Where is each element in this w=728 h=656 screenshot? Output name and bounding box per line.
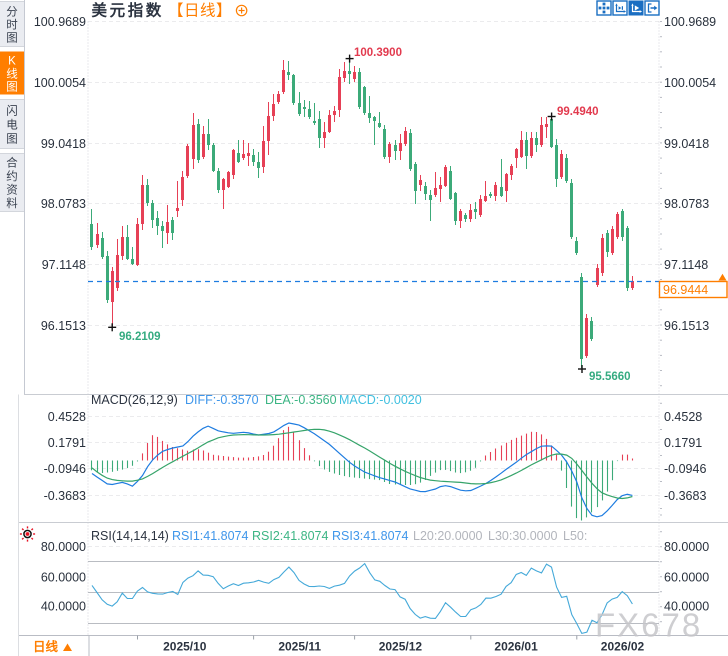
svg-text:线: 线 <box>6 66 18 80</box>
svg-text:80.0000: 80.0000 <box>41 540 86 554</box>
svg-text:【日线】: 【日线】 <box>168 2 232 20</box>
svg-text:60.0000: 60.0000 <box>664 571 709 585</box>
svg-text:DEA:-0.3560: DEA:-0.3560 <box>265 393 337 407</box>
svg-text:40.0000: 40.0000 <box>664 599 709 613</box>
svg-text:95.5660: 95.5660 <box>589 371 631 383</box>
svg-text:MACD:-0.0020: MACD:-0.0020 <box>339 393 422 407</box>
svg-text:97.1148: 97.1148 <box>664 258 708 272</box>
svg-text:96.1513: 96.1513 <box>41 319 86 333</box>
svg-text:日线: 日线 <box>33 639 59 654</box>
svg-text:RSI3:41.8074: RSI3:41.8074 <box>332 529 408 543</box>
svg-text:闪: 闪 <box>6 103 18 117</box>
svg-text:-0.3683: -0.3683 <box>664 489 706 503</box>
svg-text:98.0783: 98.0783 <box>41 197 86 211</box>
svg-text:2026/02: 2026/02 <box>601 640 645 654</box>
svg-text:96.2109: 96.2109 <box>119 331 161 343</box>
svg-text:60.0000: 60.0000 <box>41 571 86 585</box>
svg-text:0.4528: 0.4528 <box>48 410 86 424</box>
svg-text:FX678: FX678 <box>595 607 702 644</box>
svg-text:美元指数: 美元指数 <box>92 1 164 20</box>
svg-text:时: 时 <box>6 18 18 31</box>
svg-text:80.0000: 80.0000 <box>664 540 709 554</box>
svg-text:RSI2:41.8074: RSI2:41.8074 <box>252 529 328 543</box>
svg-text:L30:30.0000: L30:30.0000 <box>488 529 558 543</box>
svg-text:0.4528: 0.4528 <box>664 410 702 424</box>
svg-text:100.3900: 100.3900 <box>354 47 402 59</box>
svg-text:100.9689: 100.9689 <box>34 15 86 29</box>
svg-text:2025/12: 2025/12 <box>379 640 423 654</box>
svg-text:L50:: L50: <box>563 529 587 543</box>
svg-text:2025/10: 2025/10 <box>163 640 207 654</box>
svg-text:97.1148: 97.1148 <box>42 258 86 272</box>
svg-text:0.1791: 0.1791 <box>48 436 86 450</box>
svg-text:MACD(26,12,9): MACD(26,12,9) <box>91 393 178 407</box>
svg-text:K: K <box>8 55 16 67</box>
svg-text:96.9444: 96.9444 <box>663 283 708 297</box>
svg-text:料: 料 <box>6 196 18 210</box>
svg-text:2025/11: 2025/11 <box>278 640 321 654</box>
svg-text:资: 资 <box>6 184 18 197</box>
svg-text:约: 约 <box>6 169 18 183</box>
svg-text:2026/01: 2026/01 <box>494 640 538 654</box>
svg-text:L20:20.0000: L20:20.0000 <box>413 529 483 543</box>
svg-text:99.0418: 99.0418 <box>664 137 709 151</box>
svg-text:99.0418: 99.0418 <box>41 137 86 151</box>
svg-text:100.9689: 100.9689 <box>664 15 716 29</box>
svg-text:DIFF:-0.3570: DIFF:-0.3570 <box>185 393 259 407</box>
svg-text:图: 图 <box>6 31 18 44</box>
svg-text:电: 电 <box>6 118 18 131</box>
svg-text:-0.0946: -0.0946 <box>44 462 86 476</box>
svg-text:-0.3683: -0.3683 <box>44 489 86 503</box>
svg-text:RSI1:41.8074: RSI1:41.8074 <box>172 529 248 543</box>
svg-text:99.4940: 99.4940 <box>557 106 599 118</box>
svg-text:96.1513: 96.1513 <box>664 319 709 333</box>
svg-text:图: 图 <box>6 132 18 145</box>
svg-text:100.0054: 100.0054 <box>34 76 86 90</box>
svg-text:分: 分 <box>6 5 18 18</box>
svg-text:40.0000: 40.0000 <box>41 599 86 613</box>
svg-text:图: 图 <box>6 80 18 93</box>
svg-text:98.0783: 98.0783 <box>664 197 709 211</box>
svg-text:0.1791: 0.1791 <box>664 436 702 450</box>
svg-text:-0.0946: -0.0946 <box>664 462 706 476</box>
svg-text:100.0054: 100.0054 <box>664 76 716 90</box>
svg-text:RSI(14,14,14): RSI(14,14,14) <box>91 529 169 543</box>
svg-text:合: 合 <box>6 156 18 170</box>
